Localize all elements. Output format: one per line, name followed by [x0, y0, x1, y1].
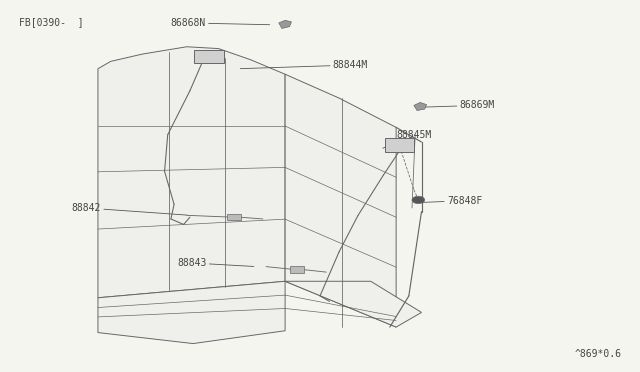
- Text: ^869*0.6: ^869*0.6: [574, 349, 621, 359]
- Polygon shape: [285, 74, 396, 327]
- FancyBboxPatch shape: [385, 138, 414, 152]
- Polygon shape: [414, 102, 427, 110]
- FancyBboxPatch shape: [227, 214, 241, 221]
- Text: 76848F: 76848F: [423, 196, 482, 206]
- Text: 88845M: 88845M: [383, 130, 431, 148]
- Text: 88843: 88843: [177, 258, 254, 268]
- Polygon shape: [279, 20, 291, 28]
- Text: 88842: 88842: [72, 203, 187, 215]
- FancyBboxPatch shape: [290, 266, 304, 273]
- Polygon shape: [98, 47, 285, 298]
- Text: 86868N: 86868N: [170, 18, 269, 28]
- Text: FB[0390-  ]: FB[0390- ]: [19, 17, 83, 28]
- FancyBboxPatch shape: [195, 50, 223, 62]
- Circle shape: [412, 196, 425, 203]
- Polygon shape: [285, 281, 422, 327]
- Polygon shape: [98, 281, 285, 344]
- Text: 86869M: 86869M: [423, 100, 495, 110]
- Text: 88844M: 88844M: [240, 60, 368, 70]
